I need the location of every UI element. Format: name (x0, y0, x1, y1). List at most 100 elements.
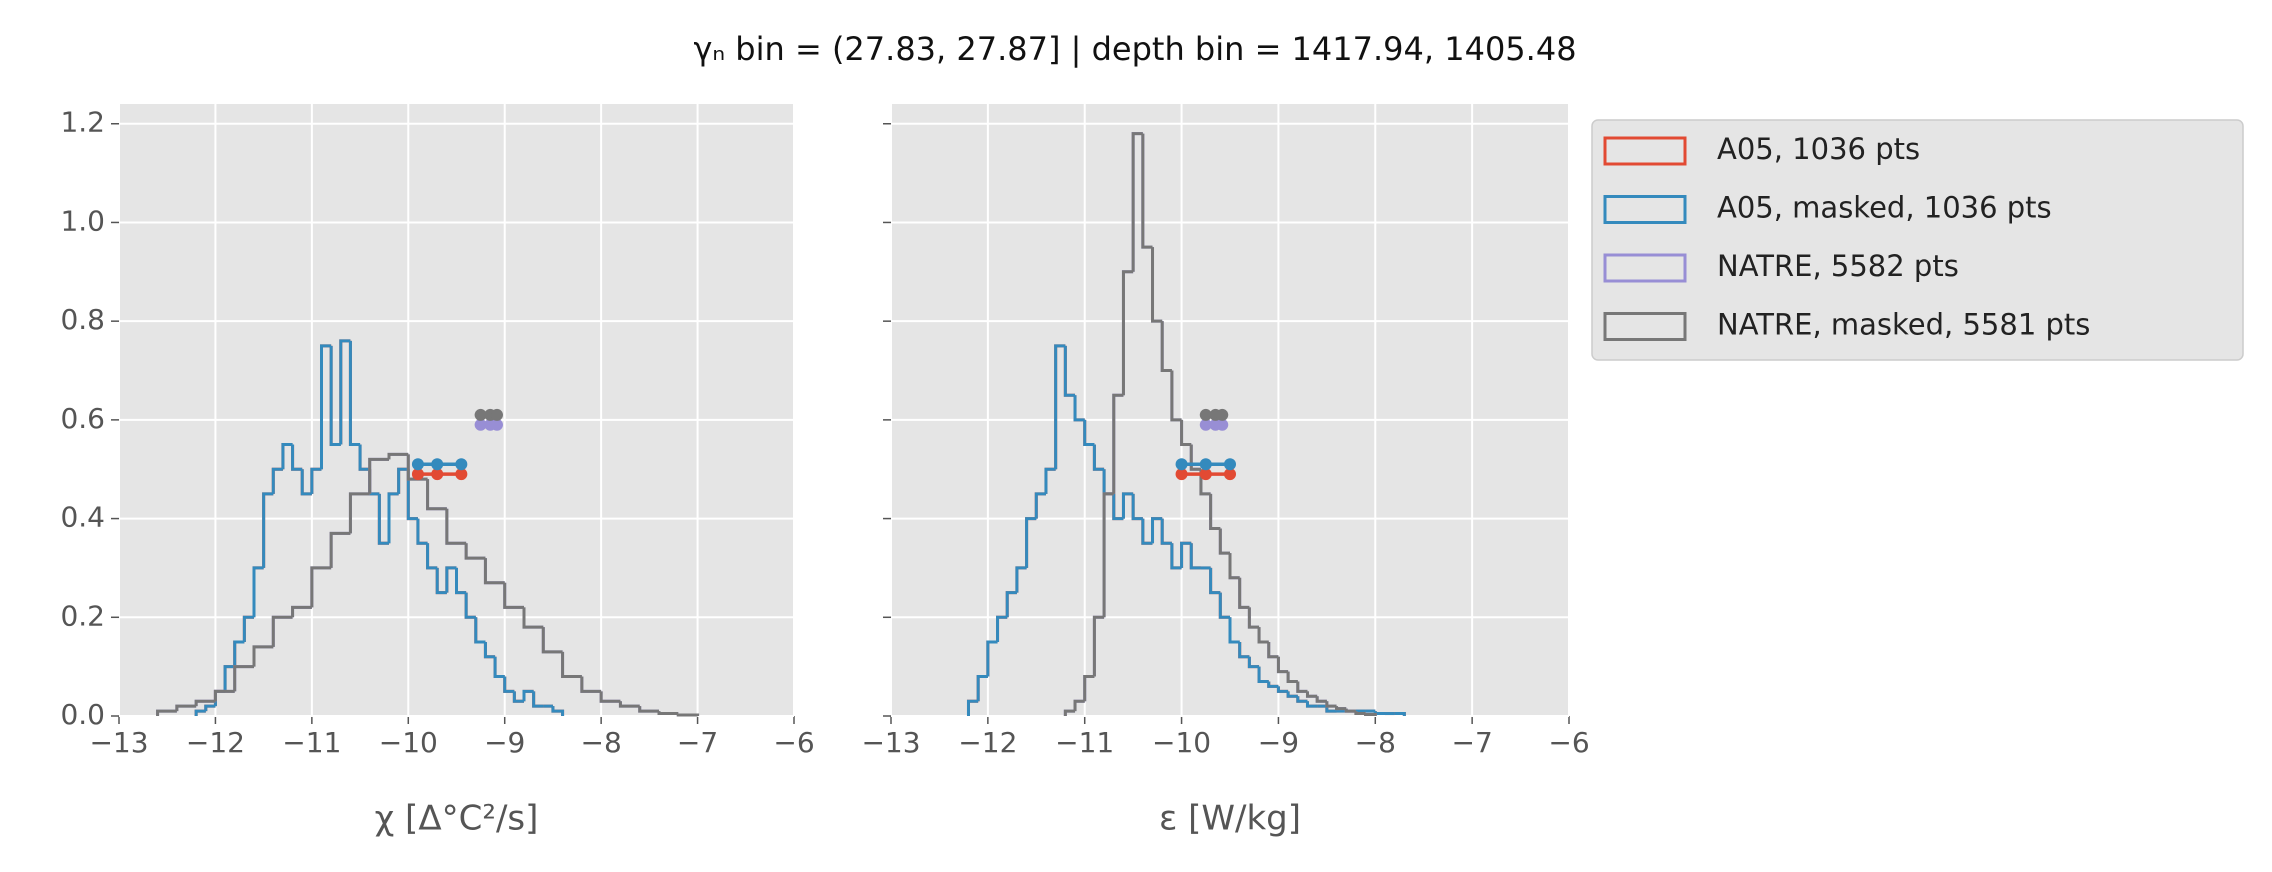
legend-label: A05, masked, 1036 pts (1717, 191, 2052, 225)
histogram-step (329, 531, 351, 568)
histogram-step (1083, 419, 1095, 447)
histogram-series (194, 339, 565, 716)
histogram-step (300, 469, 312, 496)
histogram-step (194, 709, 206, 716)
histogram-step (638, 706, 659, 713)
histogram-step (1267, 681, 1279, 688)
histogram-step (387, 492, 399, 544)
histogram-series (1063, 132, 1377, 717)
histogram-step (1073, 395, 1085, 422)
histogram-step (1073, 699, 1085, 712)
histogram-step (233, 665, 254, 692)
histogram-step (1141, 518, 1153, 545)
histogram-step (252, 566, 264, 618)
histogram-step (483, 641, 496, 659)
legend-swatch (1603, 312, 1687, 341)
histogram-step (1092, 615, 1105, 677)
plot-background (119, 104, 794, 716)
histogram-step (1276, 686, 1289, 693)
y-tick-label: 0.8 (60, 303, 105, 336)
legend-label: NATRE, 5582 pts (1717, 249, 1959, 283)
histogram-step (1131, 132, 1143, 272)
histogram-step (1209, 567, 1221, 595)
x-tick-label: −12 (958, 726, 1017, 759)
histogram-step (1005, 591, 1017, 618)
legend-swatch (1603, 136, 1687, 166)
histogram-step (213, 689, 235, 702)
histogram-step (1102, 492, 1114, 618)
x-tick-label: −7 (1452, 726, 1493, 759)
histogram-step (426, 543, 438, 570)
histogram-step (233, 640, 245, 667)
histogram-step (1315, 696, 1327, 703)
histogram-step (551, 706, 565, 716)
x-axis-label: ε [W/kg] (1159, 799, 1301, 839)
histogram-step (1247, 607, 1260, 629)
marker-point (474, 408, 487, 421)
legend-swatch (1603, 195, 1687, 224)
histogram-series (966, 344, 1406, 716)
marker-point (491, 418, 503, 431)
histogram-step (291, 605, 312, 618)
histogram-step (281, 443, 293, 470)
marker-point (491, 408, 503, 421)
y-tick-label: 1.2 (60, 106, 105, 139)
marker-point (411, 458, 424, 471)
marker-point (431, 468, 444, 481)
histogram-step (1364, 713, 1377, 717)
x-axis-label: χ [Δ°C²/s] (375, 799, 539, 839)
histogram-step (1189, 444, 1201, 471)
histogram-step (561, 651, 582, 679)
histogram-step (310, 566, 332, 608)
histogram-step (368, 457, 389, 494)
histogram-step (464, 543, 486, 560)
histogram-step (1276, 656, 1289, 674)
marker-point (455, 468, 468, 481)
marker-point (1199, 408, 1212, 421)
histogram-step (522, 607, 544, 629)
histogram-step (986, 640, 998, 677)
histogram-step (339, 339, 351, 445)
histogram-step (416, 518, 428, 545)
x-tick-label: −13 (89, 726, 148, 759)
marker-point (1216, 418, 1229, 431)
histogram-step (252, 645, 274, 667)
histogram-step (1228, 617, 1240, 644)
histogram-step (1063, 709, 1076, 716)
figure-title: γₙ bin = (27.83, 27.87] | depth bin = 14… (693, 30, 1576, 68)
x-tick-label: −6 (1548, 726, 1589, 759)
histogram-step (1015, 566, 1027, 593)
histogram-step (1092, 444, 1105, 471)
histogram-step (512, 691, 524, 703)
histogram-step (532, 691, 544, 708)
histogram-step (1025, 517, 1037, 568)
histogram-step (426, 479, 447, 511)
histogram-step (1296, 681, 1308, 693)
histogram-step (1170, 543, 1182, 570)
marker-point (1175, 468, 1188, 481)
legend-label: NATRE, masked, 5581 pts (1717, 308, 2090, 342)
histogram-step (1151, 247, 1163, 323)
y-tick-label: 1.0 (60, 204, 105, 237)
histogram-step (397, 467, 409, 494)
histogram-step (541, 627, 563, 654)
histogram-step (1131, 493, 1143, 521)
histogram-step (1209, 493, 1221, 530)
histogram-step (1063, 345, 1076, 397)
histogram-step (310, 467, 322, 494)
x-tick-label: −10 (379, 726, 438, 759)
histogram-step (1257, 627, 1269, 644)
histogram-step (676, 713, 700, 717)
legend-swatch (1603, 253, 1687, 283)
histogram-step (348, 340, 361, 447)
histogram-step (1054, 344, 1066, 470)
y-tick-label: 0.0 (60, 698, 105, 731)
y-tick-label: 0.6 (60, 402, 105, 435)
x-tick-label: −9 (1258, 726, 1299, 759)
histogram-step (1044, 467, 1056, 494)
histogram-step (1180, 541, 1192, 568)
y-tick-label: 0.2 (60, 599, 105, 632)
histogram-step (194, 699, 216, 707)
histogram-step (271, 615, 293, 647)
